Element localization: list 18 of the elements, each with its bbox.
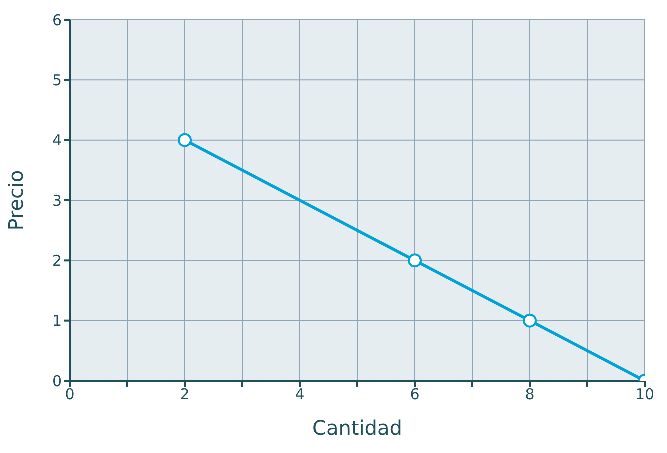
y-tick-label: 5 [52, 71, 62, 90]
point [178, 133, 192, 148]
x-tick-label: 6 [410, 386, 420, 404]
x-tick-label: 10 [635, 386, 655, 404]
y-tick-label: 1 [52, 312, 62, 330]
y-tick-label: 2 [52, 252, 62, 270]
x-tick-label: 8 [525, 386, 535, 404]
point [408, 254, 422, 268]
x-tick-label: 4 [295, 386, 305, 404]
y-tick-label: 6 [52, 11, 62, 30]
x-tick-label: 2 [180, 386, 190, 404]
point [523, 314, 537, 328]
x-axis-title: Cantidad [312, 416, 402, 440]
y-tick-label: 3 [52, 192, 62, 210]
y-axis-title: Precio [4, 170, 28, 231]
y-tick-label: 0 [52, 372, 62, 390]
x-tick-label: 0 [65, 386, 75, 404]
y-tick-label: 4 [52, 132, 62, 150]
